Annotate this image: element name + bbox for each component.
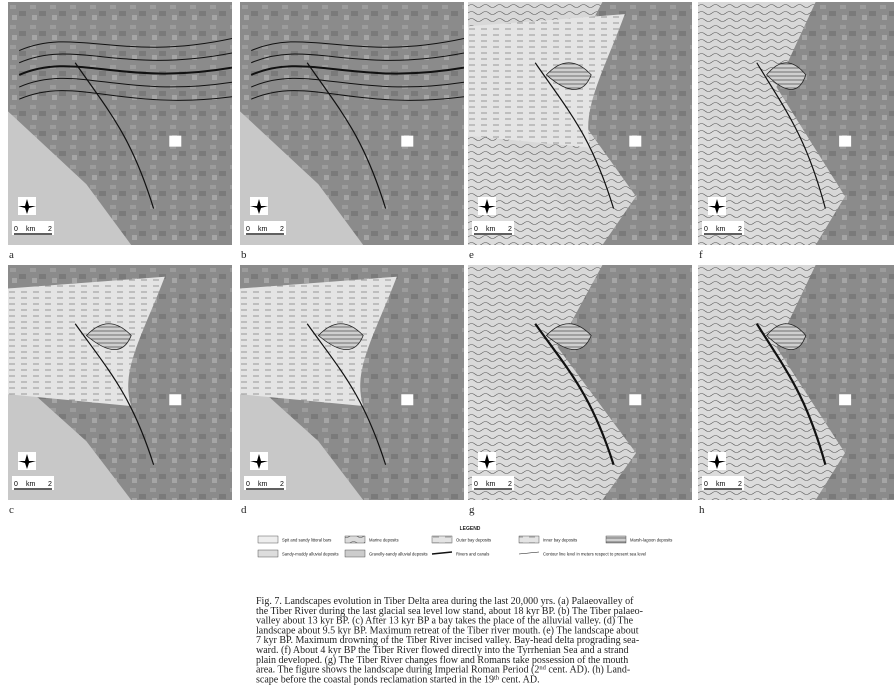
map-content: 0 km 2 <box>8 2 232 245</box>
scale-start: 0 <box>246 226 250 233</box>
map-content: 0 km 2 <box>468 265 692 500</box>
map-panel: 0 km 2 <box>240 265 464 500</box>
map-panel: 0 km 2 <box>240 2 464 245</box>
map-panel: 0 km 2 <box>698 2 894 245</box>
scale-unit: km <box>26 481 36 488</box>
scale-end: 2 <box>738 481 742 488</box>
scale-start: 0 <box>474 226 478 233</box>
site-marker <box>839 136 851 147</box>
site-marker <box>169 394 181 405</box>
scale-unit: km <box>716 226 726 233</box>
legend-item: Outer bay deposits <box>456 538 491 543</box>
page: 0 km 2 a 0 km 2 b 0 km 2 e 0 km 2 f 0 km 2 c 0 km 2 d 0 km 2 g 0 km 2 h… <box>0 0 894 687</box>
scale-unit: km <box>716 481 726 488</box>
legend-line <box>432 552 452 554</box>
panel-label: g <box>469 504 475 516</box>
scale-end: 2 <box>508 481 512 488</box>
scale-start: 0 <box>14 226 18 233</box>
legend-item: Marine deposits <box>369 538 399 543</box>
legend-swatch <box>606 536 626 543</box>
scale-end: 2 <box>738 226 742 233</box>
caption-text: cent. AD. <box>499 674 540 685</box>
scale-unit: km <box>486 226 496 233</box>
legend-item: Sandy-muddy alluvial deposits <box>282 552 339 557</box>
panel-label: c <box>9 504 14 516</box>
map-panel: 0 km 2 <box>698 265 894 500</box>
site-marker <box>401 136 413 147</box>
map-panel: 0 km 2 <box>8 265 232 500</box>
site-marker <box>169 136 181 147</box>
map-content: 0 km 2 <box>698 2 894 245</box>
panel-label: d <box>241 504 247 516</box>
scale-start: 0 <box>704 481 708 488</box>
scale-start: 0 <box>14 481 18 488</box>
scale-unit: km <box>258 226 268 233</box>
map-content: 0 km 2 <box>468 2 692 245</box>
legend-title: LEGEND <box>460 526 481 532</box>
scale-start: 0 <box>246 481 250 488</box>
map-panel: 0 km 2 <box>8 2 232 245</box>
site-marker <box>401 394 413 405</box>
scale-start: 0 <box>704 226 708 233</box>
map-content: 0 km 2 <box>240 2 464 245</box>
scale-start: 0 <box>474 481 478 488</box>
legend-swatch <box>345 536 365 543</box>
map-content: 0 km 2 <box>240 265 464 500</box>
legend-item: Gravelly-sandy alluvial deposits <box>369 552 428 557</box>
figure: 0 km 2 a 0 km 2 b 0 km 2 e 0 km 2 f 0 km 2 c 0 km 2 d 0 km 2 g 0 km 2 h… <box>0 0 894 687</box>
legend-item: Contour line level in meters respect to … <box>543 552 646 557</box>
legend-item: Rivers and canals <box>456 552 489 557</box>
legend-line <box>519 552 539 554</box>
legend-item: Spit and sandy littoral bars <box>282 538 331 543</box>
caption-line: scape before the coastal ponds reclamati… <box>256 674 540 685</box>
legend-swatch <box>345 550 365 557</box>
legend-swatch <box>258 550 278 557</box>
scale-end: 2 <box>280 481 284 488</box>
scale-end: 2 <box>508 226 512 233</box>
scale-unit: km <box>486 481 496 488</box>
legend-item: Inner bay deposits <box>543 538 577 543</box>
caption-text: cent. AD). (h) Land- <box>546 665 630 676</box>
legend-swatch <box>432 536 452 543</box>
scale-unit: km <box>258 481 268 488</box>
site-marker <box>629 136 641 147</box>
legend-swatch <box>258 536 278 543</box>
map-content: 0 km 2 <box>8 265 232 500</box>
panel-label: h <box>699 504 705 516</box>
site-marker <box>629 394 641 405</box>
site-marker <box>839 394 851 405</box>
map-panel: 0 km 2 <box>468 2 692 245</box>
map-panel: 0 km 2 <box>468 265 692 500</box>
scale-end: 2 <box>280 226 284 233</box>
scale-end: 2 <box>48 226 52 233</box>
map-content: 0 km 2 <box>698 265 894 500</box>
scale-end: 2 <box>48 481 52 488</box>
panel-label: b <box>241 249 247 261</box>
legend-item: Marsh-lagoon deposits <box>630 538 672 543</box>
panel-label: e <box>469 249 474 261</box>
panel-label: f <box>699 249 703 261</box>
scale-unit: km <box>26 226 36 233</box>
panel-label: a <box>9 249 14 261</box>
caption-text: scape before the coastal ponds reclamati… <box>256 674 494 685</box>
legend-swatch <box>519 536 539 543</box>
